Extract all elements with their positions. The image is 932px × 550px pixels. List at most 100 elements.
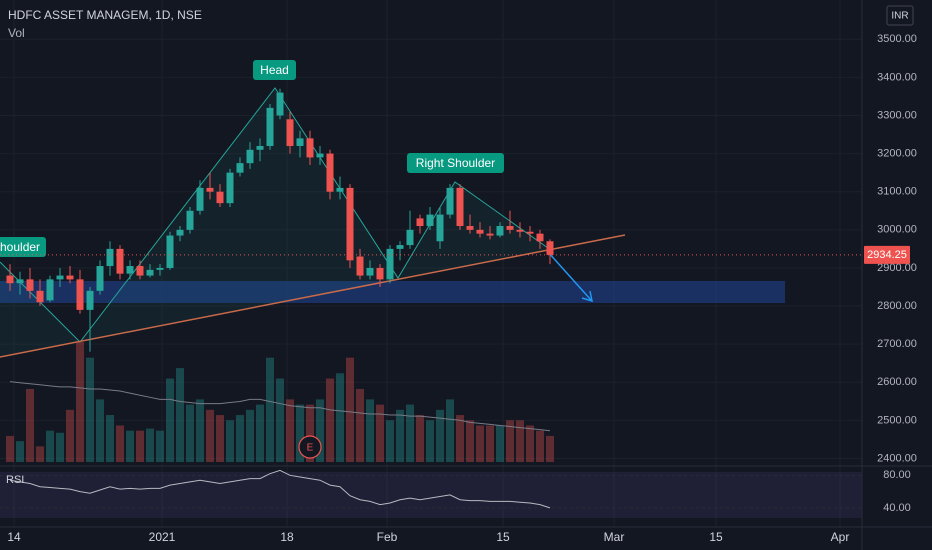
- pattern-fill: [0, 88, 548, 357]
- candle-body: [476, 229, 484, 234]
- candle-body: [526, 231, 534, 234]
- volume-bar: [126, 430, 134, 462]
- volume-bar: [216, 415, 224, 462]
- y-tick-label: 2600.00: [877, 376, 917, 388]
- candle-body: [66, 275, 74, 280]
- head-label: Head: [260, 63, 289, 77]
- volume-bar: [226, 420, 234, 462]
- currency-box[interactable]: [886, 5, 914, 26]
- candle-body: [546, 241, 554, 255]
- volume-ma-line: [9, 381, 551, 432]
- volume-bar: [56, 432, 64, 462]
- candle-body: [316, 153, 324, 158]
- volume-bar: [266, 357, 274, 462]
- volume-bar: [256, 404, 264, 462]
- y-tick-label: 2700.00: [877, 338, 917, 350]
- volume-bar: [366, 399, 374, 462]
- candle-body: [196, 187, 204, 211]
- earnings-marker[interactable]: [298, 435, 322, 459]
- candle-body: [46, 279, 54, 301]
- volume-bar: [546, 435, 554, 462]
- volume-bar: [276, 378, 284, 462]
- volume-bar: [246, 409, 254, 462]
- y-tick-label: 3200.00: [877, 148, 917, 160]
- volume-bar: [46, 430, 54, 462]
- candle-body: [86, 290, 94, 310]
- candle-body: [156, 267, 164, 270]
- x-tick-label: 2021: [149, 530, 176, 544]
- candle-body: [206, 187, 214, 192]
- right-shoulder-box: [407, 153, 504, 173]
- candles: [6, 88, 554, 352]
- volume-bar: [236, 415, 244, 462]
- volume-bar: [456, 415, 464, 462]
- volume-bar: [526, 425, 534, 462]
- pattern-line: [0, 87, 549, 343]
- candle-body: [36, 290, 44, 303]
- volume-bar: [386, 420, 394, 462]
- x-tick-label: 18: [280, 530, 294, 544]
- volume-bar: [206, 409, 214, 462]
- y-tick-label: 2800.00: [877, 300, 917, 312]
- volume-bar: [26, 388, 34, 462]
- target-arrow: [547, 251, 592, 301]
- volume-bar: [156, 430, 164, 462]
- left-shoulder-box: [0, 237, 46, 257]
- candle-body: [486, 233, 494, 236]
- rsi-band: [0, 472, 862, 518]
- volume-bar: [66, 409, 74, 462]
- candle-body: [516, 229, 524, 232]
- candle-body: [426, 214, 434, 227]
- candle-body: [6, 275, 14, 284]
- volume-bar: [196, 399, 204, 462]
- volume-bar: [486, 425, 494, 462]
- x-tick-label: 15: [496, 530, 510, 544]
- volume-bar: [76, 342, 84, 462]
- candle-body: [216, 191, 224, 204]
- volume-bar: [356, 388, 364, 462]
- rsi-tick-label: 80.00: [883, 469, 911, 481]
- volume-bar: [446, 399, 454, 462]
- candle-body: [506, 226, 514, 230]
- rsi-pane: [0, 469, 862, 509]
- candle-body: [226, 172, 234, 204]
- volume-bar: [336, 373, 344, 462]
- volume-bar: [496, 425, 504, 462]
- volume-bar: [6, 435, 14, 462]
- candle-body: [176, 229, 184, 236]
- candle-body: [296, 138, 304, 146]
- candle-body: [106, 248, 114, 267]
- candle-body: [186, 210, 194, 230]
- volume-bar: [36, 446, 44, 462]
- volume-bar: [146, 428, 154, 462]
- candle-body: [166, 235, 174, 268]
- volume-bar: [466, 420, 474, 462]
- volume-pane: [6, 342, 554, 462]
- candle-body: [386, 248, 394, 280]
- volume-bar: [396, 409, 404, 462]
- volume-bar: [306, 404, 314, 462]
- candle-body: [26, 279, 34, 291]
- candle-body: [126, 266, 134, 274]
- volume-bar: [516, 420, 524, 462]
- volume-bar: [476, 425, 484, 462]
- volume-bar: [436, 409, 444, 462]
- candle-body: [336, 187, 344, 192]
- volume-bar: [316, 399, 324, 462]
- volume-bar: [116, 425, 124, 462]
- candle-body: [306, 138, 314, 158]
- candle-body: [356, 256, 364, 276]
- head-box: [253, 60, 296, 80]
- volume-bar: [296, 404, 304, 462]
- earnings-label[interactable]: E: [307, 443, 314, 454]
- candle-body: [246, 149, 254, 164]
- volume-bar: [506, 420, 514, 462]
- candle-body: [56, 275, 64, 280]
- volume-bar: [136, 430, 144, 462]
- x-tick-label: Apr: [831, 530, 850, 544]
- candle-body: [456, 187, 464, 227]
- left-shoulder-label: houlder: [0, 240, 40, 254]
- symbol-title: HDFC ASSET MANAGEM, 1D, NSE: [8, 8, 202, 22]
- currency[interactable]: INR: [891, 11, 908, 22]
